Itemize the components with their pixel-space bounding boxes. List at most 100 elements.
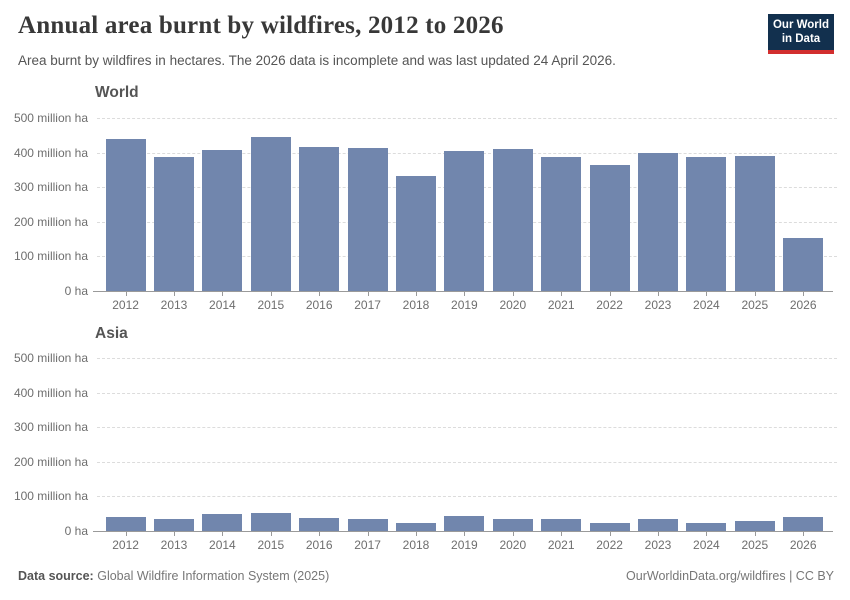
bar-asia-2019[interactable] xyxy=(444,516,485,531)
x-tick-label: 2023 xyxy=(644,538,672,552)
x-tick xyxy=(367,292,369,296)
x-tick-label: 2016 xyxy=(305,298,333,312)
bar-world-2025[interactable] xyxy=(734,156,775,291)
bar-asia-2022[interactable] xyxy=(589,523,630,531)
x-tick xyxy=(754,532,756,536)
x-tick xyxy=(416,292,417,296)
y-tick-label: 200 million ha xyxy=(13,214,88,229)
y-tick-label: 0 ha xyxy=(64,524,88,538)
bar-world-2021[interactable] xyxy=(541,157,582,291)
x-tick xyxy=(803,292,805,296)
gridline-asia xyxy=(97,427,837,429)
owid-logo: Our World in Data xyxy=(768,14,834,54)
y-tick-label: 400 million ha xyxy=(13,385,88,400)
x-tick xyxy=(319,292,321,296)
x-tick-label: 2020 xyxy=(499,298,527,312)
x-tick xyxy=(561,532,563,536)
x-tick xyxy=(416,532,417,536)
x-tick-label: 2014 xyxy=(209,298,236,312)
x-tick xyxy=(561,292,563,296)
bar-world-2026[interactable] xyxy=(783,238,824,291)
gridline-world xyxy=(97,118,837,119)
x-tick xyxy=(174,532,175,536)
x-tick-label: 2012 xyxy=(112,298,139,312)
x-tick-label: 2017 xyxy=(354,298,381,312)
page-subtitle: Area burnt by wildfires in hectares. The… xyxy=(18,53,616,68)
y-tick-label: 300 million ha xyxy=(13,420,88,435)
x-tick xyxy=(658,532,659,536)
x-tick-label: 2015 xyxy=(257,298,285,312)
bar-world-2023[interactable] xyxy=(638,153,678,291)
x-tick-label: 2018 xyxy=(402,298,430,312)
bar-world-2015[interactable] xyxy=(250,137,291,291)
bar-asia-2015[interactable] xyxy=(250,513,291,531)
x-tick-label: 2014 xyxy=(209,538,236,552)
bar-asia-2023[interactable] xyxy=(638,519,678,531)
x-tick xyxy=(609,532,611,536)
data-source-note: Data source: Global Wildfire Information… xyxy=(18,569,329,583)
x-tick-label: 2013 xyxy=(160,538,188,552)
bar-world-2022[interactable] xyxy=(589,165,630,291)
bar-asia-2016[interactable] xyxy=(299,518,340,531)
x-tick-label: 2025 xyxy=(741,298,769,312)
x-tick-label: 2024 xyxy=(693,538,720,552)
bar-world-2016[interactable] xyxy=(299,147,340,291)
x-tick-label: 2012 xyxy=(112,538,139,552)
x-tick xyxy=(464,292,466,296)
bar-world-2013[interactable] xyxy=(154,157,194,291)
bar-asia-2024[interactable] xyxy=(686,523,727,531)
x-tick xyxy=(270,292,272,296)
x-tick xyxy=(222,292,224,296)
bar-world-2019[interactable] xyxy=(444,151,485,291)
y-tick-label: 0 ha xyxy=(64,284,88,298)
bar-world-2024[interactable] xyxy=(686,157,727,291)
bar-asia-2017[interactable] xyxy=(347,519,388,531)
data-source-value: Global Wildfire Information System (2025… xyxy=(97,569,330,583)
x-tick-label: 2022 xyxy=(596,538,623,552)
x-tick-label: 2026 xyxy=(789,298,817,312)
bar-asia-2021[interactable] xyxy=(541,519,582,531)
bar-world-2014[interactable] xyxy=(202,150,243,291)
x-tick-label: 2023 xyxy=(644,298,672,312)
x-tick xyxy=(174,292,175,296)
x-tick-label: 2020 xyxy=(499,538,527,552)
x-tick xyxy=(512,532,514,536)
x-tick xyxy=(222,532,224,536)
bar-world-2018[interactable] xyxy=(396,176,436,291)
bar-asia-2020[interactable] xyxy=(492,519,533,531)
page-title: Annual area burnt by wildfires, 2012 to … xyxy=(18,12,504,39)
bar-asia-2018[interactable] xyxy=(396,523,436,531)
gridline-asia xyxy=(97,496,837,498)
x-tick xyxy=(706,292,708,296)
x-tick xyxy=(609,292,611,296)
x-axis-line-world xyxy=(93,291,833,292)
bar-asia-2025[interactable] xyxy=(734,521,775,531)
bar-asia-2014[interactable] xyxy=(202,514,243,531)
x-tick xyxy=(754,292,756,296)
bar-world-2017[interactable] xyxy=(347,148,388,291)
owid-logo-line1: Our World xyxy=(772,19,829,31)
x-tick-label: 2021 xyxy=(547,538,575,552)
x-tick xyxy=(125,292,127,296)
bar-world-2012[interactable] xyxy=(105,139,146,291)
gridline-asia xyxy=(97,358,837,359)
x-tick-label: 2024 xyxy=(693,298,720,312)
bar-asia-2026[interactable] xyxy=(783,517,824,531)
x-tick xyxy=(319,532,321,536)
x-tick-label: 2022 xyxy=(596,298,623,312)
x-tick xyxy=(367,532,369,536)
x-tick xyxy=(270,532,272,536)
x-tick-label: 2017 xyxy=(354,538,381,552)
gridline-asia xyxy=(97,461,837,463)
x-tick xyxy=(464,532,466,536)
bar-asia-2012[interactable] xyxy=(105,517,146,531)
bar-asia-2013[interactable] xyxy=(154,519,194,531)
data-source-label: Data source: xyxy=(18,569,94,583)
x-tick-label: 2021 xyxy=(547,298,575,312)
facet-title-asia: Asia xyxy=(95,325,128,342)
y-tick-label: 400 million ha xyxy=(13,145,88,160)
bar-world-2020[interactable] xyxy=(492,149,533,291)
x-tick xyxy=(706,532,708,536)
x-tick-label: 2015 xyxy=(257,538,285,552)
